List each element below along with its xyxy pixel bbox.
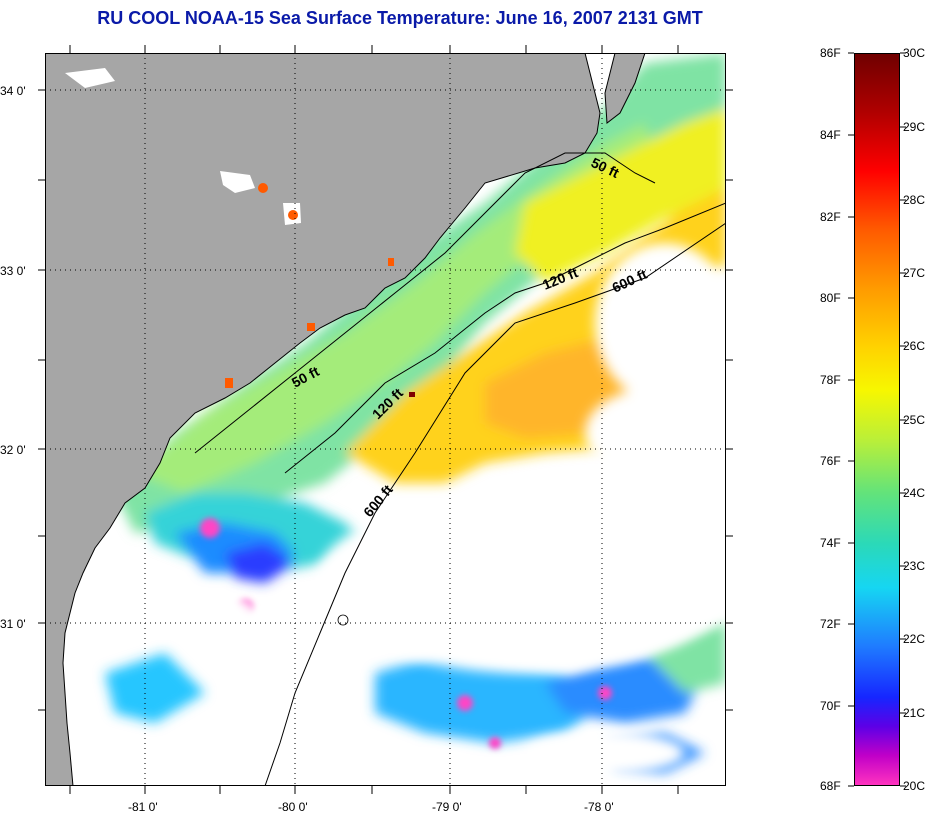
colorbar-c-label: 27C	[903, 266, 926, 280]
colorbar-f-label: 70F	[820, 699, 841, 713]
lat-label: 34 0'	[0, 84, 26, 98]
colorbar-c-label: 30C	[903, 46, 926, 60]
colorbar-f-label: 74F	[820, 536, 841, 550]
colorbar-f-label: 84F	[820, 128, 841, 142]
lat-label: 33 0'	[0, 264, 26, 278]
lat-label: 31 0'	[0, 617, 26, 631]
colorbar-f-label: 76F	[820, 454, 841, 468]
colorbar-f-label: 86F	[820, 46, 841, 60]
lon-label: -80 0'	[278, 800, 308, 814]
graticule	[45, 53, 726, 786]
colorbar-c-label: 25C	[903, 413, 926, 427]
lon-label: -78 0'	[584, 800, 614, 814]
colorbar-c-label: 29C	[903, 120, 926, 134]
colorbar-c-label: 22C	[903, 632, 926, 646]
colorbar-c-label: 24C	[903, 486, 926, 500]
colorbar-c-label: 23C	[903, 559, 926, 573]
colorbar-c-label: 20C	[903, 779, 926, 793]
isobath-600ft-line	[264, 222, 726, 786]
colorbar-f-label: 82F	[820, 210, 841, 224]
isobath-lines	[194, 152, 726, 786]
lon-label: -79 0'	[432, 800, 462, 814]
land-mask	[45, 53, 646, 786]
map-frame	[45, 53, 726, 786]
temperature-colorbar	[854, 53, 900, 786]
colorbar-f-label: 80F	[820, 291, 841, 305]
colorbar-f-label: 68F	[820, 779, 841, 793]
colorbar-c-label: 21C	[903, 706, 926, 720]
isobath-50ft-line	[194, 152, 656, 454]
isobath-120ft-line	[284, 202, 726, 474]
colorbar-c-label: 28C	[903, 193, 926, 207]
colorbar-f-label: 78F	[820, 373, 841, 387]
map-title: RU COOL NOAA-15 Sea Surface Temperature:…	[97, 8, 703, 28]
lat-label: 32 0'	[0, 443, 26, 457]
colorbar-f-label: 72F	[820, 617, 841, 631]
sst-map: 50 ft 50 ft 120 ft 120 ft 600 ft 600 ft	[45, 53, 726, 786]
lon-label: -81 0'	[128, 800, 158, 814]
colorbar-c-label: 26C	[903, 339, 926, 353]
